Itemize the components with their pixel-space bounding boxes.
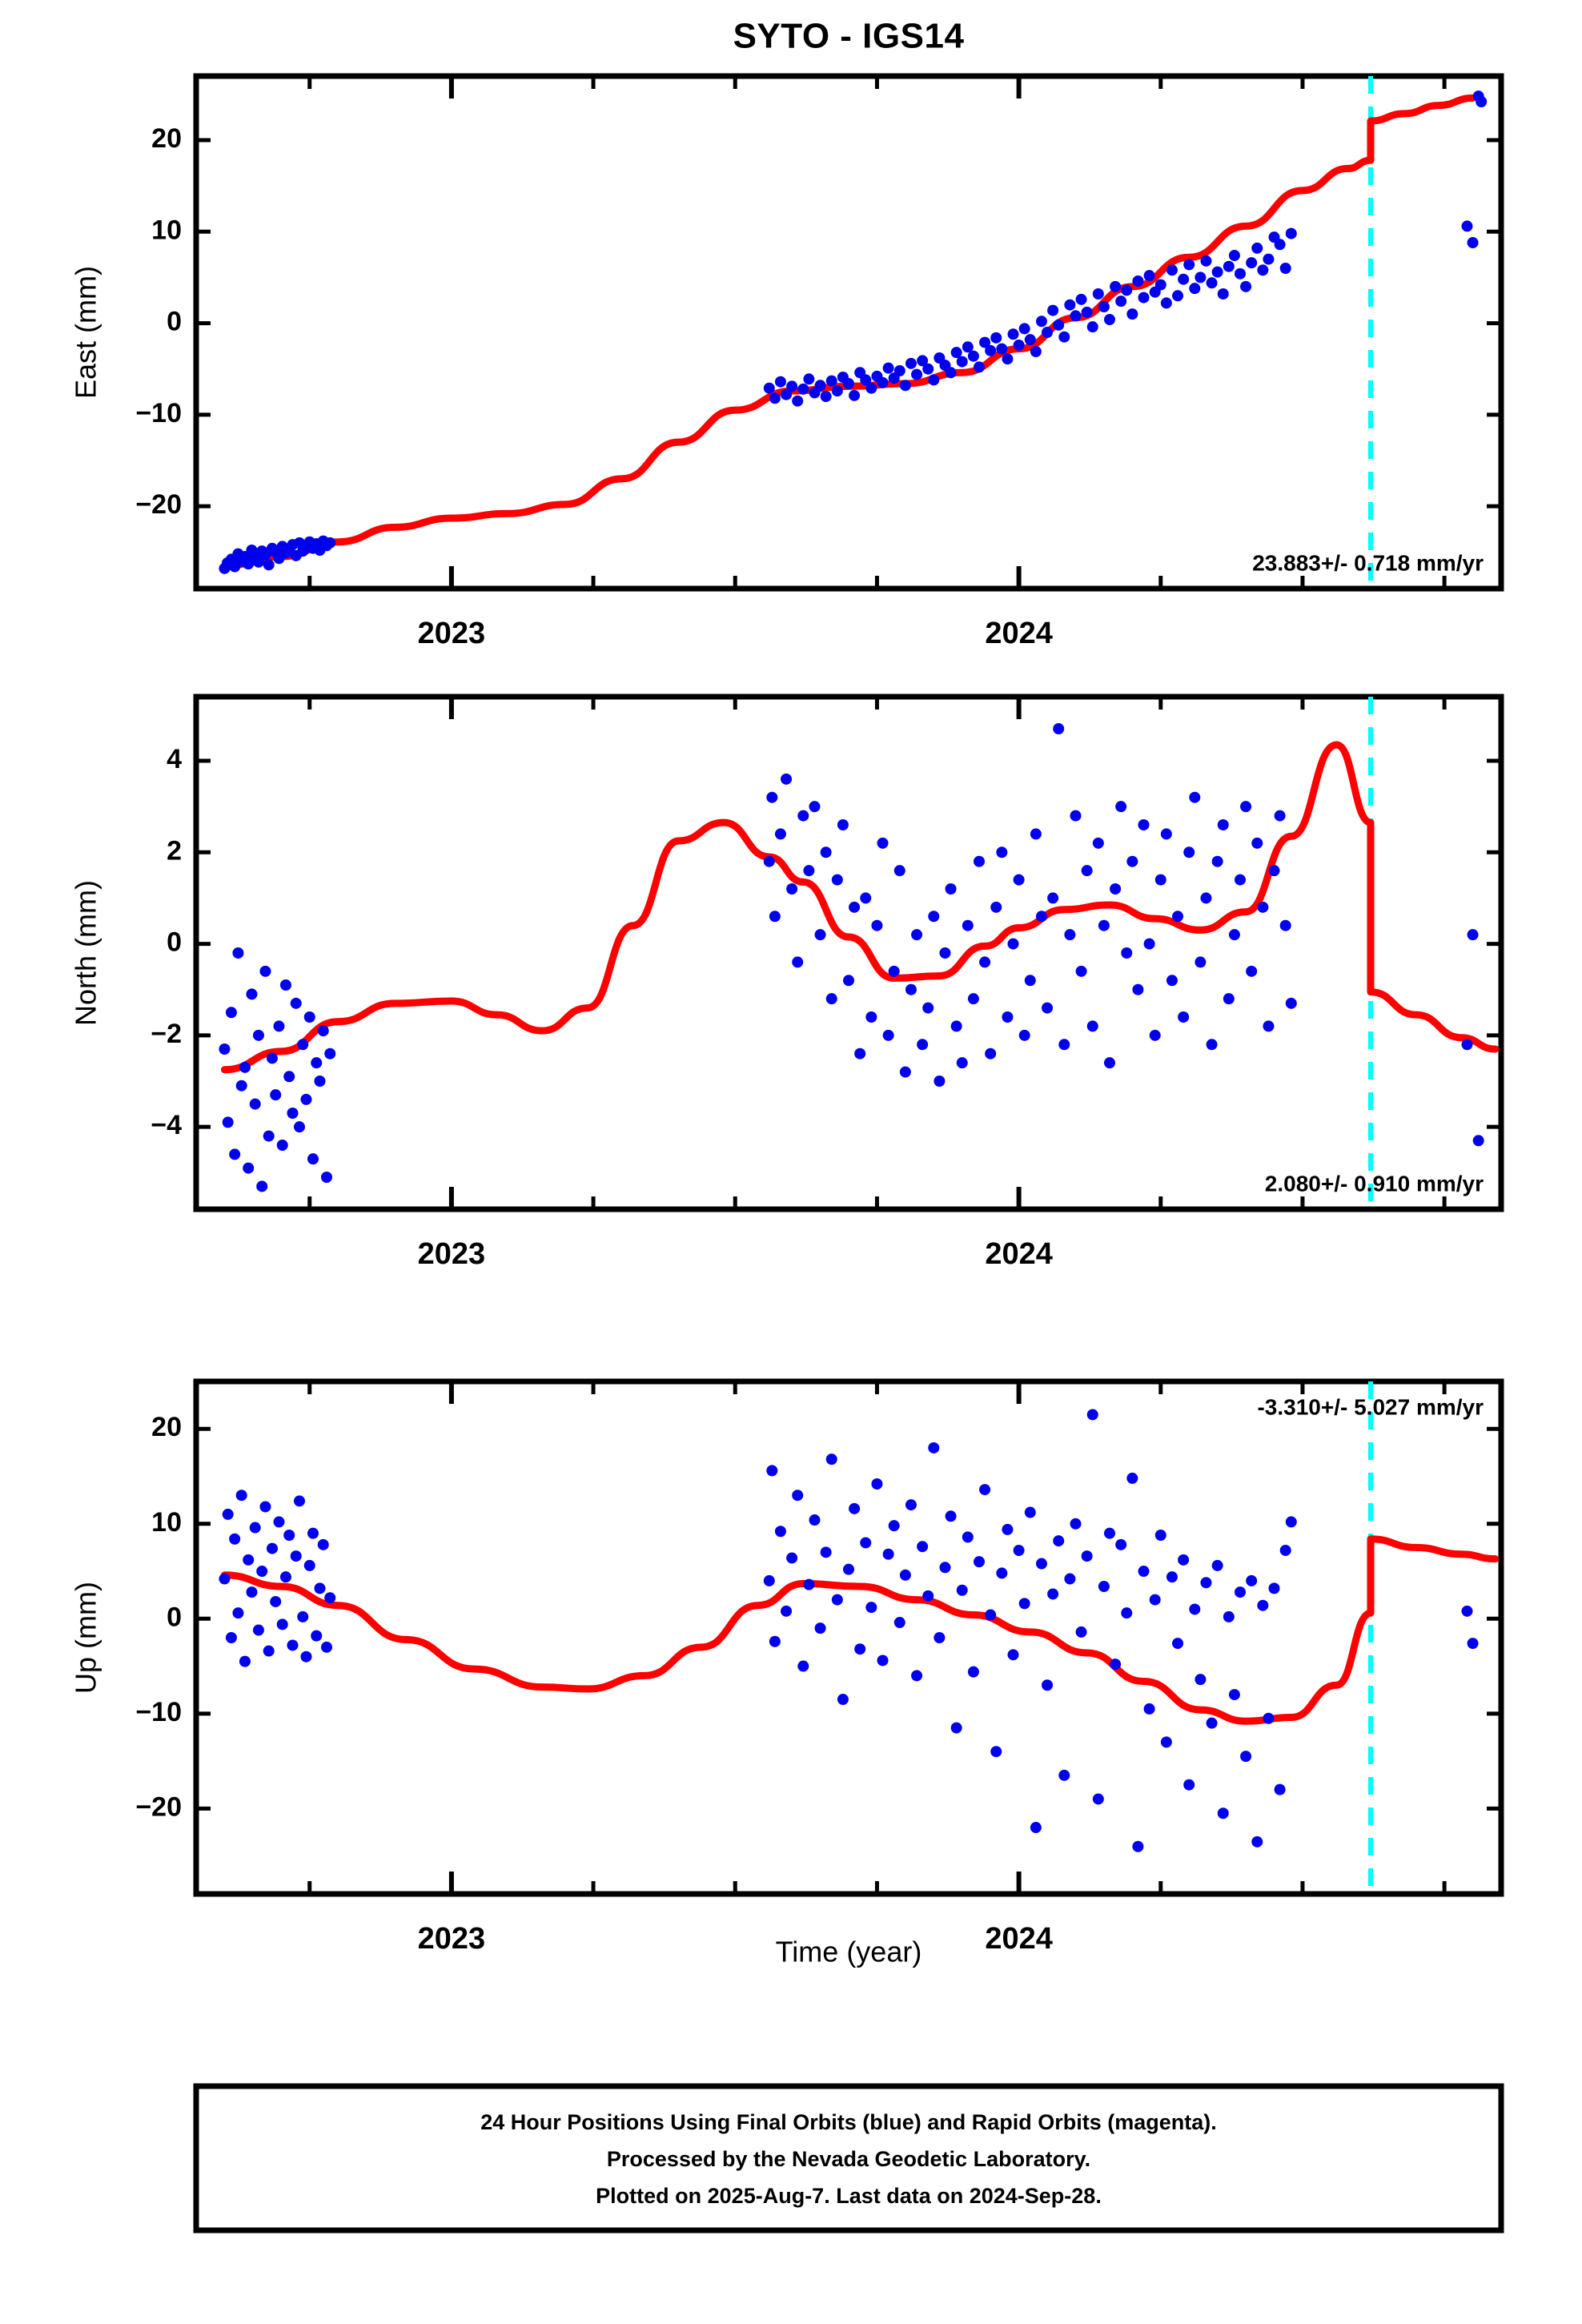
- caption-line-3: Plotted on 2025-Aug-7. Last data on 2024…: [596, 2184, 1102, 2208]
- panel-east: −20 −10 0 10 20 2023 2024 East (mm) 23.883+/- 0.…: [70, 73, 1504, 650]
- plot-frame: [193, 694, 1504, 1212]
- y-tick-label: −2: [151, 1019, 182, 1049]
- caption-line-1: 24 Hour Positions Using Final Orbits (bl…: [480, 2110, 1217, 2134]
- caption-box: 24 Hour Positions Using Final Orbits (bl…: [193, 2083, 1504, 2234]
- model-curve-up-0: [220, 1571, 1375, 1725]
- y-tick-label: 2: [167, 835, 182, 866]
- x-tick-label-year: 2024: [985, 1237, 1053, 1271]
- data-points-east: [219, 90, 1488, 574]
- y-tick-label: −20: [135, 489, 182, 520]
- y-tick-label: −4: [151, 1110, 182, 1140]
- data-points-north: [219, 723, 1484, 1192]
- y-axis-label-up: Up (mm): [70, 1582, 102, 1694]
- model-curve-east-1: [1367, 94, 1477, 125]
- x-tick-label-year: 2023: [418, 1237, 486, 1271]
- y-tick-label: 10: [151, 215, 182, 245]
- caption-box-border: [193, 2083, 1504, 2234]
- model-curve-north-0: [220, 741, 1375, 1074]
- rate-annotation-up: -3.310+/- 5.027 mm/yr: [1257, 1394, 1484, 1419]
- data-points-up: [219, 1409, 1479, 1852]
- y-axis-label-east: East (mm): [70, 266, 102, 399]
- model-curve-north-1: [1367, 988, 1500, 1053]
- y-tick-label: 20: [151, 1412, 182, 1442]
- x-tick-label-year: 2023: [418, 617, 486, 650]
- x-tick-label-year: 2024: [985, 617, 1053, 650]
- y-tick-label: 0: [167, 307, 182, 337]
- panel-up: −20 −10 0 10 20 2023 2024 Up (mm) -3.310+/- 5.02…: [70, 1378, 1504, 1956]
- page-title: SYTO - IGS14: [733, 17, 965, 56]
- rate-annotation-north: 2.080+/- 0.910 mm/yr: [1265, 1171, 1484, 1196]
- y-tick-label: 4: [167, 744, 182, 774]
- y-tick-label: −10: [135, 398, 182, 428]
- y-tick-label: 10: [151, 1507, 182, 1538]
- y-axis-label-north: North (mm): [70, 880, 102, 1026]
- caption-line-2: Processed by the Nevada Geodetic Laborat…: [607, 2147, 1090, 2171]
- x-tick-label-year: 2024: [985, 1922, 1053, 1956]
- panel-north: −4 −2 0 2 4 2023 2024 North (mm) 2.080+/- 0.910 …: [70, 694, 1504, 1271]
- y-tick-label: −10: [135, 1697, 182, 1727]
- model-curve-up-1: [1367, 1535, 1500, 1563]
- plot-frame: [193, 73, 1504, 592]
- y-tick-label: 0: [167, 1602, 182, 1632]
- y-tick-label: −20: [135, 1791, 182, 1822]
- x-tick-label-year: 2023: [418, 1922, 486, 1956]
- rate-annotation-east: 23.883+/- 0.718 mm/yr: [1252, 550, 1484, 575]
- x-axis-label: Time (year): [776, 1936, 922, 1968]
- y-tick-label: 0: [167, 927, 182, 958]
- y-tick-label: 20: [151, 123, 182, 154]
